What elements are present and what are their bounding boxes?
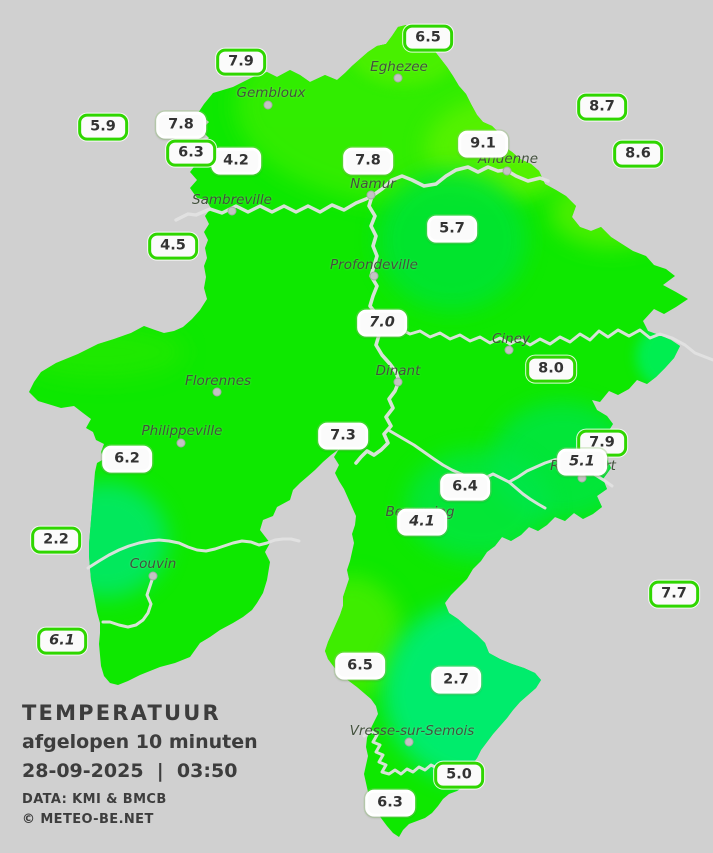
page-title: TEMPERATUUR	[22, 701, 221, 725]
river-semois	[362, 729, 439, 776]
copyright-label: © METEO-BE.NET	[22, 812, 154, 827]
rivers	[86, 165, 713, 776]
warm-zone-northeast	[550, 176, 674, 248]
warm-zone-eghezee	[349, 25, 459, 86]
river-viroin	[86, 537, 301, 570]
river-meuse-north	[370, 165, 550, 198]
page-subtitle: afgelopen 10 minuten	[22, 731, 258, 753]
warm-zone-west	[29, 324, 185, 380]
river-meuse-south	[354, 194, 401, 465]
river-bocq	[382, 325, 713, 362]
datetime-label: 28-09-2025 | 03:50	[22, 760, 238, 782]
cool-zone-beauraing	[406, 450, 550, 560]
cold-zone-south	[383, 600, 573, 784]
map-title-block: TEMPERATUUR afgelopen 10 minuten 28-09-2…	[22, 701, 258, 827]
data-source-label: DATA: KMI & BMCB	[22, 792, 167, 807]
river-eau-noire	[101, 575, 155, 629]
cool-zone-center	[377, 170, 527, 310]
river-sambre	[174, 194, 374, 222]
